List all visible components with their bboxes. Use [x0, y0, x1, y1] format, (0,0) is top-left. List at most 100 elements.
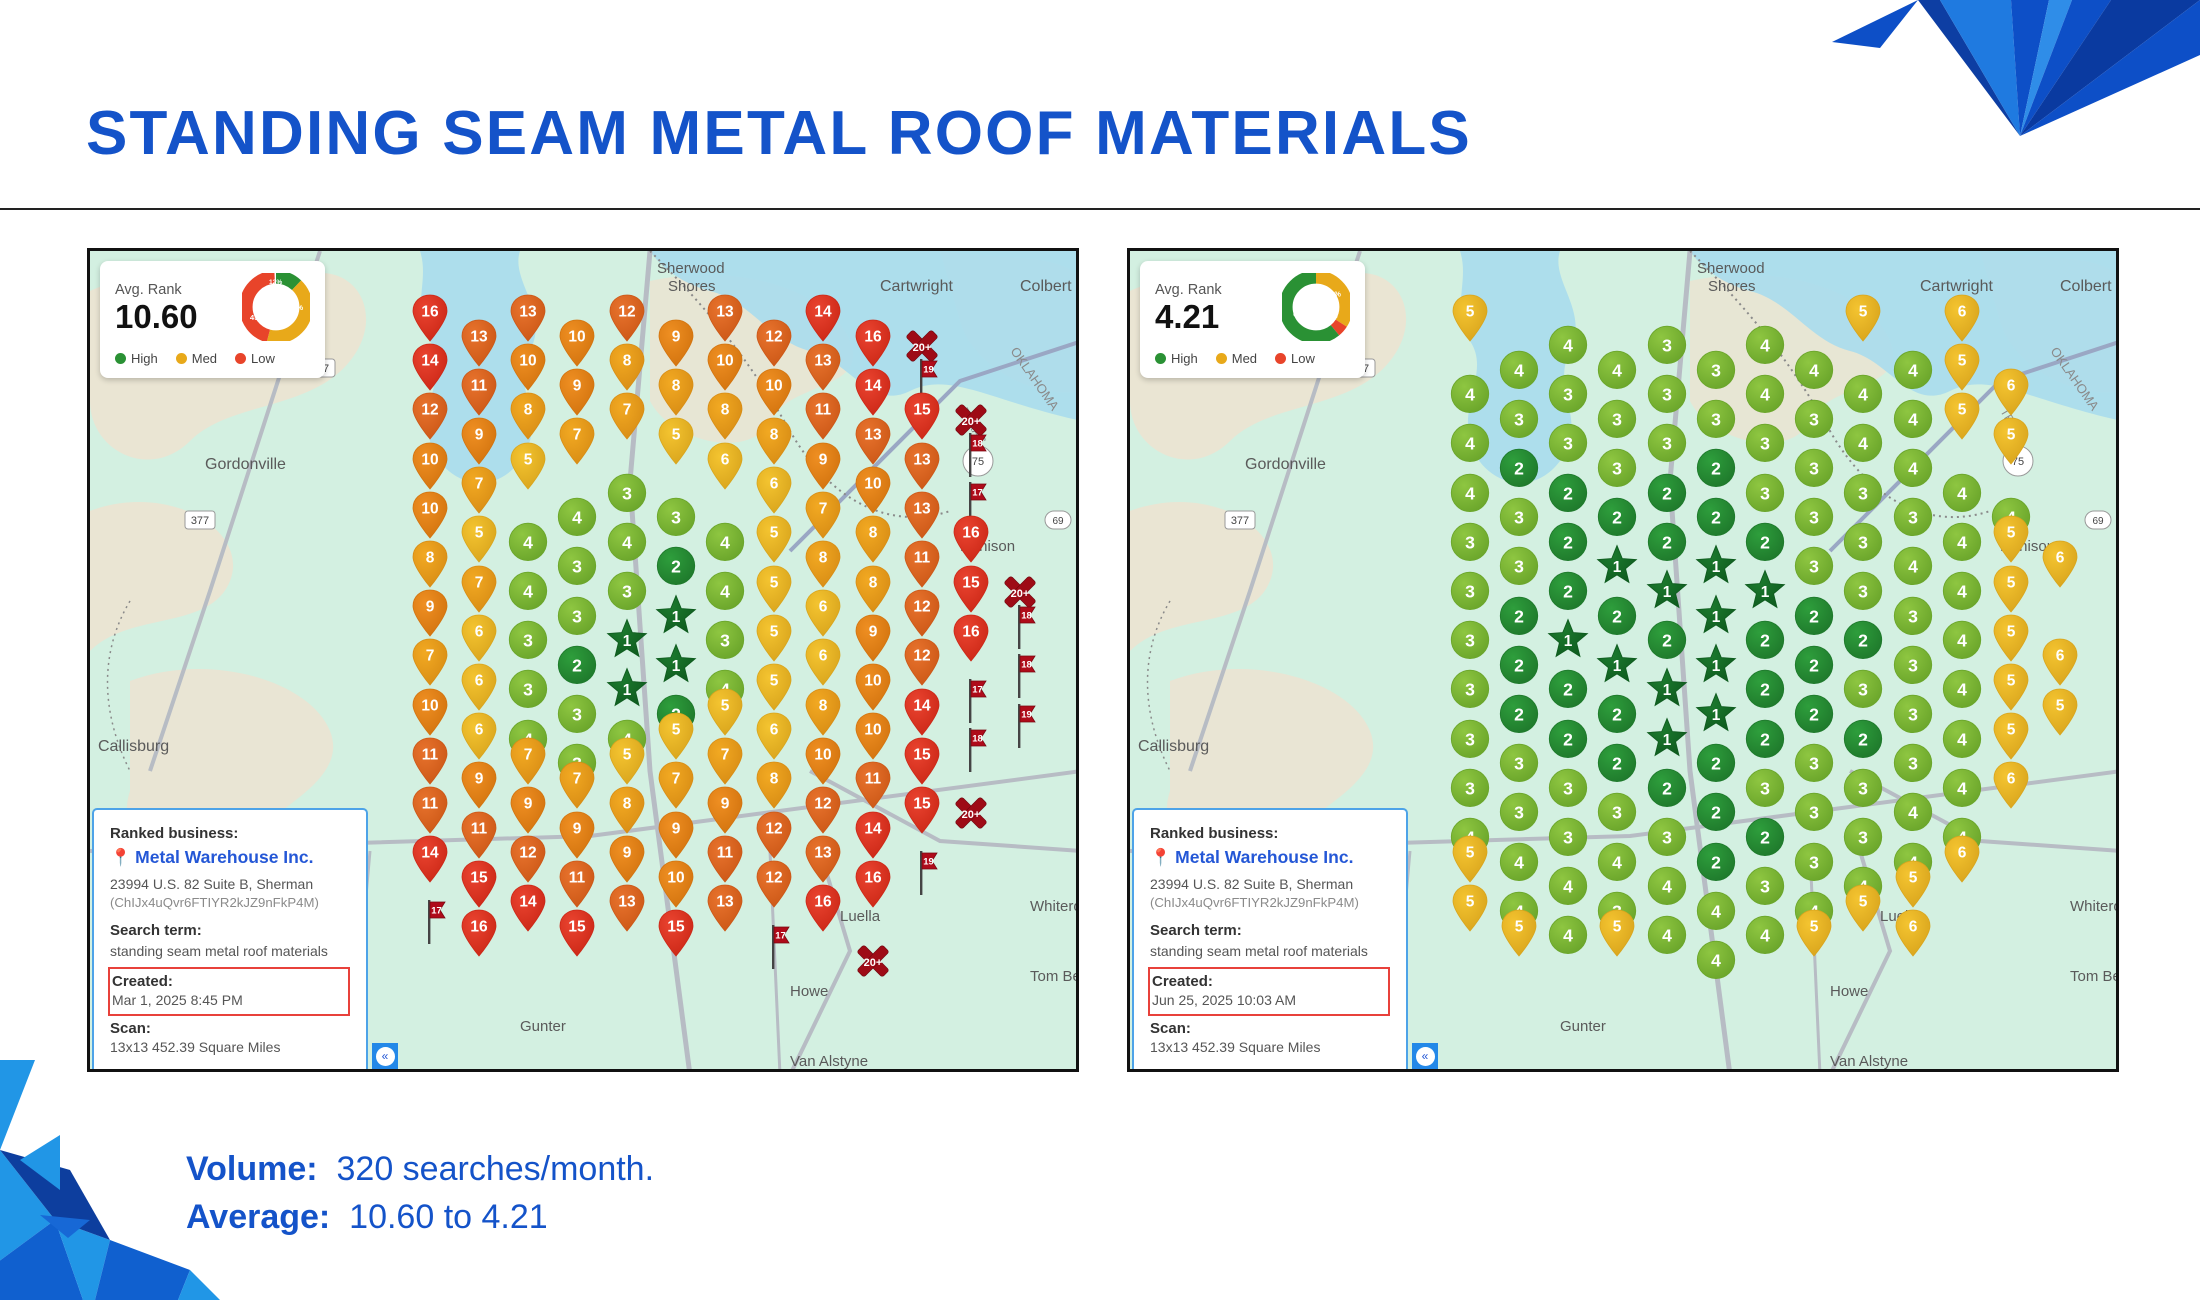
svg-text:2: 2 [1760, 680, 1770, 700]
svg-text:7: 7 [475, 476, 484, 493]
svg-text:6: 6 [2056, 550, 2065, 567]
svg-text:8: 8 [819, 550, 828, 567]
svg-text:5: 5 [1810, 919, 1819, 936]
svg-text:4: 4 [1760, 385, 1770, 405]
svg-text:3: 3 [622, 582, 632, 602]
svg-text:4: 4 [1957, 631, 1967, 651]
svg-text:10: 10 [569, 328, 586, 345]
svg-text:5: 5 [770, 623, 779, 640]
svg-text:5: 5 [770, 673, 779, 690]
svg-text:3: 3 [1809, 508, 1819, 528]
svg-text:6: 6 [819, 599, 828, 616]
svg-text:14: 14 [520, 894, 538, 911]
svg-text:18: 18 [1022, 611, 1033, 622]
svg-text:3: 3 [1858, 532, 1868, 552]
svg-text:17: 17 [776, 931, 787, 942]
svg-text:16: 16 [962, 623, 980, 640]
svg-text:2: 2 [1662, 631, 1672, 651]
svg-text:6: 6 [2056, 648, 2065, 665]
svg-text:3: 3 [1514, 409, 1524, 429]
svg-text:14: 14 [421, 845, 439, 862]
svg-text:12: 12 [520, 845, 537, 862]
svg-text:5: 5 [1515, 919, 1524, 936]
svg-text:5: 5 [2007, 574, 2016, 591]
svg-text:2: 2 [1760, 828, 1770, 848]
svg-text:2: 2 [1563, 483, 1573, 503]
svg-text:4: 4 [1858, 434, 1868, 454]
svg-text:3: 3 [1662, 385, 1672, 405]
svg-text:3: 3 [1711, 409, 1721, 429]
svg-text:9: 9 [671, 328, 680, 345]
svg-text:4: 4 [572, 508, 582, 528]
svg-text:5%: 5% [1329, 313, 1338, 320]
svg-text:45%: 45% [250, 313, 266, 322]
svg-text:3: 3 [1809, 557, 1819, 577]
svg-text:5: 5 [1465, 845, 1474, 862]
svg-text:8: 8 [524, 402, 533, 419]
svg-text:3: 3 [572, 705, 582, 725]
svg-text:3: 3 [1465, 729, 1475, 749]
svg-text:2: 2 [1662, 483, 1672, 503]
svg-text:34%: 34% [1326, 290, 1341, 299]
svg-text:5: 5 [671, 722, 680, 739]
svg-text:9: 9 [573, 377, 582, 394]
svg-text:11: 11 [914, 550, 931, 567]
svg-text:4: 4 [1662, 926, 1672, 946]
svg-text:4: 4 [1957, 778, 1967, 798]
svg-text:7: 7 [573, 427, 582, 444]
svg-text:11: 11 [569, 869, 586, 886]
svg-text:2: 2 [1612, 508, 1622, 528]
svg-text:2: 2 [1809, 705, 1819, 725]
svg-text:4: 4 [1957, 729, 1967, 749]
svg-text:20+: 20+ [912, 342, 931, 354]
svg-text:4: 4 [1563, 926, 1573, 946]
svg-text:2: 2 [1760, 729, 1770, 749]
svg-text:10: 10 [421, 451, 438, 468]
svg-text:10: 10 [864, 722, 881, 739]
svg-text:2: 2 [1662, 532, 1672, 552]
svg-text:3: 3 [1760, 877, 1770, 897]
svg-text:4: 4 [1858, 385, 1868, 405]
svg-text:5: 5 [770, 574, 779, 591]
svg-text:10: 10 [667, 869, 684, 886]
svg-text:16: 16 [864, 869, 882, 886]
svg-text:13: 13 [913, 451, 931, 468]
svg-text:5: 5 [1908, 869, 1917, 886]
svg-text:5: 5 [671, 427, 680, 444]
svg-text:4: 4 [1908, 803, 1918, 823]
svg-text:15: 15 [913, 746, 931, 763]
svg-text:15: 15 [470, 869, 488, 886]
svg-text:3: 3 [1858, 483, 1868, 503]
svg-text:8: 8 [671, 377, 680, 394]
svg-text:18: 18 [972, 439, 983, 450]
svg-text:4: 4 [622, 532, 632, 552]
svg-text:6: 6 [1957, 304, 1966, 321]
svg-text:9: 9 [819, 451, 828, 468]
svg-text:4: 4 [1514, 852, 1524, 872]
svg-text:2: 2 [1612, 754, 1622, 774]
svg-text:4: 4 [1809, 360, 1819, 380]
svg-text:3: 3 [1514, 754, 1524, 774]
svg-text:6: 6 [475, 673, 484, 690]
svg-text:3: 3 [1465, 680, 1475, 700]
svg-text:1: 1 [1712, 707, 1721, 724]
svg-text:2: 2 [1514, 705, 1524, 725]
svg-text:5: 5 [622, 746, 631, 763]
svg-text:11: 11 [815, 402, 832, 419]
svg-text:3: 3 [1908, 754, 1918, 774]
svg-text:4: 4 [1760, 926, 1770, 946]
svg-text:5: 5 [524, 451, 533, 468]
svg-text:4: 4 [523, 582, 533, 602]
svg-text:10: 10 [766, 377, 783, 394]
svg-text:2: 2 [1514, 459, 1524, 479]
svg-text:2: 2 [1858, 729, 1868, 749]
svg-text:11: 11 [717, 845, 734, 862]
svg-text:15: 15 [962, 574, 980, 591]
svg-text:15: 15 [913, 402, 931, 419]
svg-text:2: 2 [1612, 705, 1622, 725]
svg-text:17: 17 [972, 488, 983, 499]
svg-text:16: 16 [864, 328, 882, 345]
svg-text:5: 5 [2007, 673, 2016, 690]
svg-text:4: 4 [1908, 459, 1918, 479]
svg-text:3: 3 [1514, 508, 1524, 528]
